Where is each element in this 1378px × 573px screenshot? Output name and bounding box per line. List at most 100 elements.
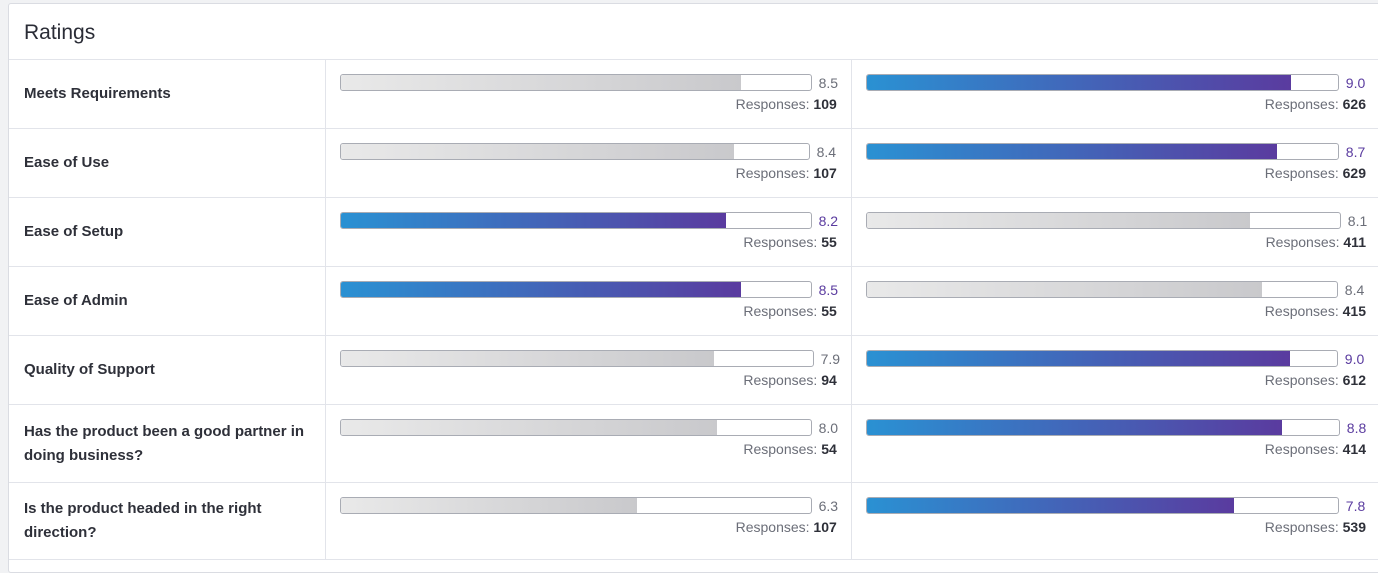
rating-bar-fill: [866, 420, 1282, 435]
responses-value: 414: [1342, 441, 1366, 457]
rating-bar-track: [865, 497, 1339, 514]
rating-row: Is the product headed in the right direc…: [9, 483, 1378, 560]
responses-label: Responses:: [743, 441, 818, 457]
ratings-card: Ratings Meets Requirements 8.5 Responses: …: [8, 3, 1378, 573]
responses-count: Responses: 55: [743, 303, 836, 319]
rating-cell-right: 8.7 Responses: 629: [852, 129, 1378, 197]
rating-cell-right: 8.1 Responses: 411: [852, 198, 1378, 266]
responses-value: 94: [821, 372, 837, 388]
responses-label: Responses:: [743, 303, 818, 319]
rating-score: 8.1: [1347, 213, 1368, 229]
rating-score: 8.7: [1345, 144, 1366, 160]
rating-criterion-label: Is the product headed in the right direc…: [9, 483, 326, 559]
rating-score: 9.0: [1344, 351, 1365, 367]
responses-count: Responses: 107: [736, 519, 837, 535]
rating-bar-fill: [340, 351, 714, 366]
rating-bar-track: [865, 350, 1338, 367]
rating-row: Ease of Setup 8.2 Responses: 55 8.1 Response…: [9, 198, 1378, 267]
rating-criterion-label: Ease of Use: [9, 129, 326, 197]
responses-value: 629: [1342, 165, 1366, 181]
responses-count: Responses: 54: [743, 441, 836, 457]
responses-label: Responses:: [735, 165, 810, 181]
rating-bar-track: [339, 281, 812, 298]
responses-label: Responses:: [1264, 519, 1339, 535]
rating-bar-fill: [866, 351, 1290, 366]
rating-bar-fill: [866, 144, 1277, 159]
responses-label: Responses:: [1264, 303, 1339, 319]
rating-score: 8.5: [818, 75, 839, 91]
rating-cell-right: 9.0 Responses: 612: [852, 336, 1378, 404]
ratings-table: Meets Requirements 8.5 Responses: 109 9.0 Re…: [9, 60, 1378, 560]
responses-count: Responses: 415: [1265, 303, 1366, 319]
responses-label: Responses:: [735, 96, 810, 112]
rating-row: Ease of Admin 8.5 Responses: 55 8.4 Response…: [9, 267, 1378, 336]
rating-criterion-label: Quality of Support: [9, 336, 326, 404]
rating-bar-track: [865, 281, 1338, 298]
rating-bar-track: [865, 212, 1341, 229]
responses-count: Responses: 414: [1265, 441, 1366, 457]
rating-criterion-label: Ease of Setup: [9, 198, 326, 266]
responses-value: 54: [821, 441, 837, 457]
rating-criterion-label: Has the product been a good partner in d…: [9, 405, 326, 482]
rating-bar-track: [865, 419, 1340, 436]
rating-bar-fill: [340, 75, 741, 90]
rating-row: Has the product been a good partner in d…: [9, 405, 1378, 483]
rating-cell-left: 8.5 Responses: 109: [326, 60, 852, 128]
responses-value: 55: [821, 303, 837, 319]
rating-score: 8.0: [818, 420, 839, 436]
responses-label: Responses:: [1264, 372, 1339, 388]
responses-value: 626: [1342, 96, 1366, 112]
rating-cell-left: 8.2 Responses: 55: [326, 198, 852, 266]
rating-row: Quality of Support 7.9 Responses: 94 9.0 Res…: [9, 336, 1378, 405]
responses-count: Responses: 612: [1265, 372, 1366, 388]
rating-bar-fill: [340, 420, 717, 435]
rating-score: 7.9: [820, 351, 841, 367]
rating-criterion-label: Ease of Admin: [9, 267, 326, 335]
rating-bar-track: [339, 143, 810, 160]
rating-bar-fill: [340, 498, 637, 513]
rating-bar-track: [865, 74, 1339, 91]
responses-count: Responses: 55: [743, 234, 836, 250]
rating-row: Ease of Use 8.4 Responses: 107 8.7 Responses…: [9, 129, 1378, 198]
responses-value: 107: [813, 519, 837, 535]
rating-cell-left: 8.0 Responses: 54: [326, 405, 852, 482]
rating-cell-left: 7.9 Responses: 94: [326, 336, 852, 404]
responses-value: 612: [1342, 372, 1366, 388]
rating-score: 8.2: [818, 213, 839, 229]
responses-count: Responses: 629: [1265, 165, 1366, 181]
card-title: Ratings: [9, 4, 1378, 60]
rating-bar-fill: [340, 144, 734, 159]
rating-bar-track: [339, 497, 812, 514]
rating-bar-fill: [866, 282, 1262, 297]
rating-bar-track: [339, 350, 814, 367]
rating-bar-fill: [866, 498, 1234, 513]
responses-count: Responses: 94: [743, 372, 836, 388]
responses-value: 55: [821, 234, 837, 250]
rating-cell-left: 8.4 Responses: 107: [326, 129, 852, 197]
rating-bar-fill: [866, 75, 1291, 90]
rating-score: 7.8: [1345, 498, 1366, 514]
responses-label: Responses:: [1264, 96, 1339, 112]
rating-cell-left: 8.5 Responses: 55: [326, 267, 852, 335]
rating-bar-fill: [866, 213, 1250, 228]
responses-value: 415: [1342, 303, 1366, 319]
responses-count: Responses: 411: [1266, 234, 1366, 250]
rating-score: 8.4: [816, 144, 837, 160]
responses-count: Responses: 539: [1265, 519, 1366, 535]
responses-count: Responses: 107: [736, 165, 837, 181]
responses-label: Responses:: [735, 519, 810, 535]
responses-label: Responses:: [743, 234, 818, 250]
rating-score: 8.4: [1344, 282, 1365, 298]
responses-value: 539: [1342, 519, 1366, 535]
rating-score: 9.0: [1345, 75, 1366, 91]
responses-value: 107: [813, 165, 837, 181]
rating-score: 8.8: [1346, 420, 1367, 436]
rating-bar-track: [339, 419, 812, 436]
rating-cell-right: 8.4 Responses: 415: [852, 267, 1378, 335]
responses-count: Responses: 626: [1265, 96, 1366, 112]
rating-bar-track: [865, 143, 1339, 160]
responses-label: Responses:: [743, 372, 818, 388]
rating-score: 8.5: [818, 282, 839, 298]
rating-cell-right: 8.8 Responses: 414: [852, 405, 1378, 482]
rating-bar-fill: [340, 213, 726, 228]
